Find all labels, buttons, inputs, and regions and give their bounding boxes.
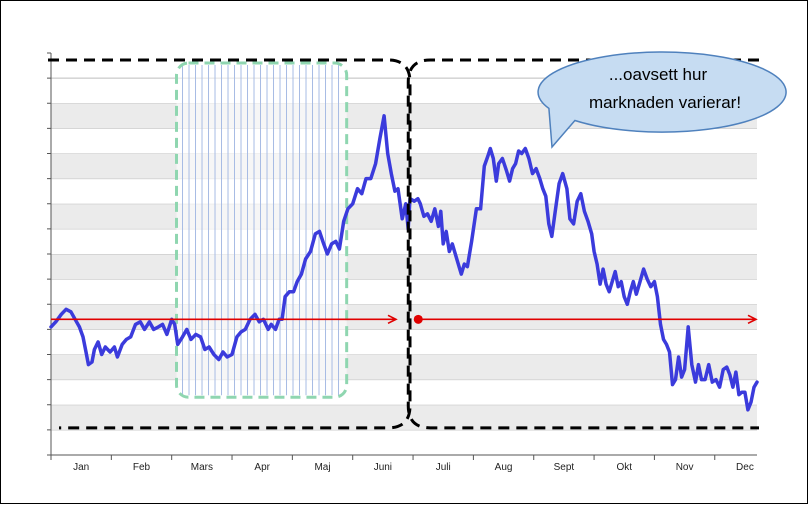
grid-band [51,379,757,405]
grid-band [51,254,757,280]
x-tick-label: Juni [374,462,392,473]
grid-band [51,128,757,154]
grid-band [51,429,757,455]
x-tick-label: Mars [191,462,213,473]
price-series-line [49,114,759,412]
x-tick-label: Juli [436,462,451,473]
callout-bubble-shape [537,51,787,149]
phase-box-left [48,58,412,430]
grid-band [51,178,757,204]
grid-bands [51,77,757,455]
x-tick-label: Feb [133,462,151,473]
grid-band [51,404,757,430]
grid-band [51,279,757,305]
x-tick-label: Nov [676,462,694,473]
grid-band [51,354,757,380]
phase-boxes [48,58,759,430]
x-tick-label: Aug [495,462,513,473]
x-tick-label: Okt [616,462,632,473]
axes [47,52,757,460]
grid-band [51,304,757,330]
x-tick-label: Apr [254,462,270,473]
callout-bubble: ...oavsett hur marknaden varierar! [537,51,787,149]
grid-band [51,228,757,254]
x-tick-label: Dec [736,462,754,473]
x-tick-label: Sept [554,462,575,473]
grid-band [51,153,757,179]
reference-arrow-left [387,314,398,325]
x-tick-labels: Jan Feb Mars Apr Maj Juni Juli Aug Sept Okt Nov Dec [73,462,754,473]
grid-band [51,329,757,355]
reference-lines [51,314,758,325]
x-tick-label: Jan [73,462,89,473]
x-tick-label: Maj [314,462,330,473]
shaded-region-box [175,61,349,399]
callout-text-line1: ...oavsett hur [609,65,708,84]
reference-arrow-right [747,314,758,325]
callout-text-line2: marknaden varierar! [589,93,741,112]
shaded-region-hatch [176,63,347,398]
phase-box-right [406,58,759,430]
